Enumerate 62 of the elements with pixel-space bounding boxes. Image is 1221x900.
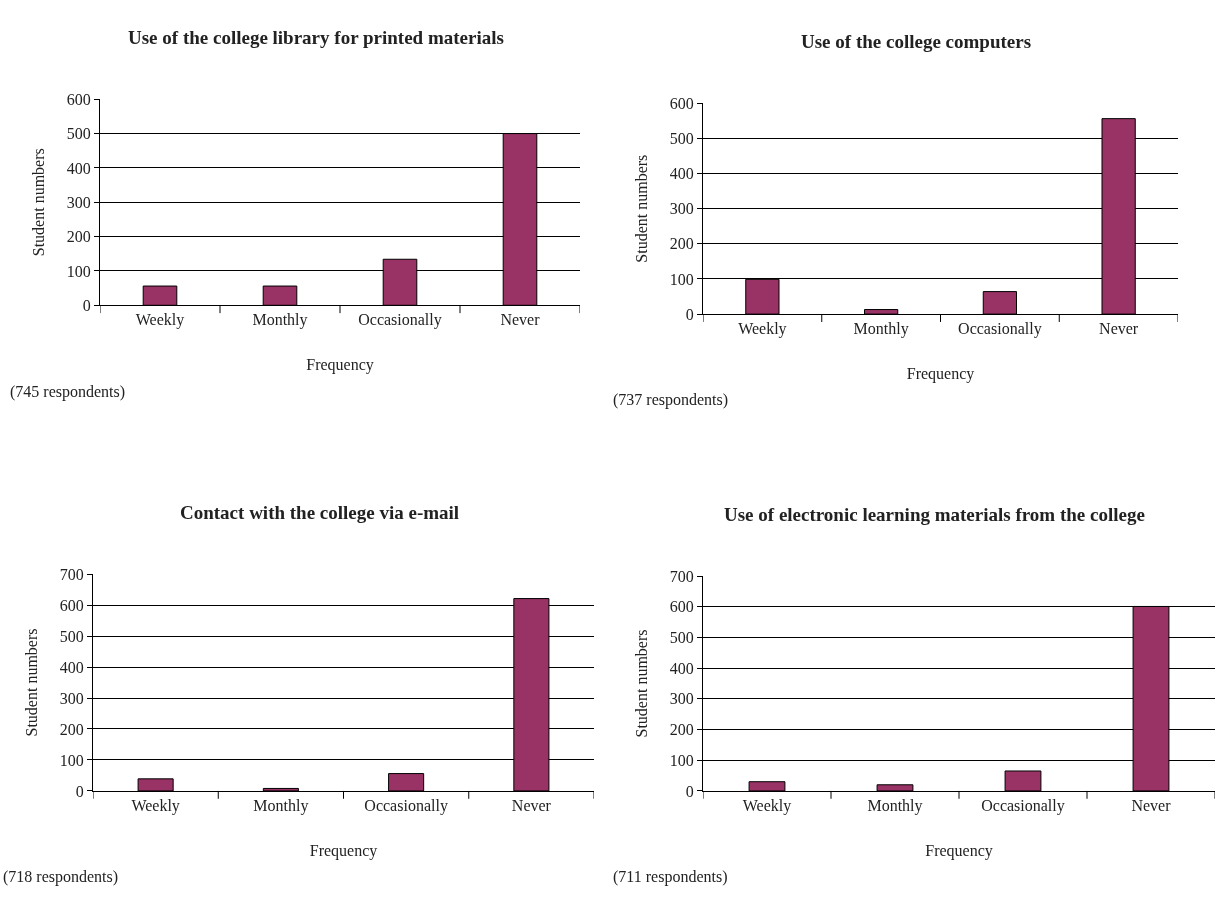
x-tick-label: Monthly xyxy=(853,320,909,339)
y-tick-label: 200 xyxy=(669,721,694,739)
x-tick-label: Monthly xyxy=(867,797,923,816)
y-tick-label: 300 xyxy=(669,200,694,218)
x-axis-title: Frequency xyxy=(309,841,378,860)
x-tick-label: Never xyxy=(500,311,541,329)
y-tick-label: 600 xyxy=(66,90,91,108)
x-tick-label: Never xyxy=(511,797,552,815)
y-tick-label: 700 xyxy=(59,565,84,583)
y-axis-title: Student numbers xyxy=(632,154,650,263)
y-tick-label: 300 xyxy=(59,689,84,707)
chart-title: Use of the college computers xyxy=(801,31,1032,52)
x-tick-label: Weekly xyxy=(131,797,180,816)
x-tick-label: Occasionally xyxy=(364,797,448,816)
y-tick-label: 600 xyxy=(59,596,84,614)
chart-title: Contact with the college via e-mail xyxy=(180,502,460,523)
y-tick-label: 200 xyxy=(59,720,84,738)
y-tick-label: 500 xyxy=(59,627,84,645)
y-axis-title: Student numbers xyxy=(22,628,40,737)
y-tick-label: 100 xyxy=(59,751,84,769)
y-tick-label: 400 xyxy=(66,159,91,177)
text: (711 respondents) xyxy=(613,868,728,886)
x-tick-label: Weekly xyxy=(742,797,792,816)
x-tick-label: Monthly xyxy=(252,311,308,330)
y-tick-label: 400 xyxy=(669,165,694,183)
y-tick-label: 700 xyxy=(669,567,694,585)
y-tick-label: 500 xyxy=(66,125,91,143)
y-tick-label: 100 xyxy=(669,751,694,769)
x-tick-label: Occasionally xyxy=(958,320,1042,339)
x-axis-title: Frequency xyxy=(925,841,993,860)
x-tick-label: Occasionally xyxy=(981,797,1065,816)
text: (745 respondents) xyxy=(10,383,126,401)
y-tick-label: 0 xyxy=(685,782,694,800)
x-axis-title: Frequency xyxy=(906,365,975,384)
x-tick-label: Monthly xyxy=(253,797,309,816)
text: (737 respondents) xyxy=(613,391,729,409)
y-axis-title: Student numbers xyxy=(29,148,47,257)
chart-title: Use of the college library for printed materials xyxy=(128,27,504,48)
x-tick-label: Weekly xyxy=(738,320,787,339)
y-tick-label: 200 xyxy=(669,235,694,253)
y-tick-label: 100 xyxy=(66,262,91,280)
x-tick-label: Never xyxy=(1099,320,1139,338)
y-tick-label: 0 xyxy=(75,782,84,800)
text: (718 respondents) xyxy=(3,868,119,886)
x-tick-label: Occasionally xyxy=(358,311,442,330)
y-tick-label: 400 xyxy=(669,659,694,677)
y-tick-label: 400 xyxy=(59,658,84,676)
y-tick-label: 600 xyxy=(669,598,694,616)
y-tick-label: 500 xyxy=(669,629,694,647)
y-tick-label: 200 xyxy=(66,228,91,246)
x-tick-label: Never xyxy=(1131,797,1172,815)
y-tick-label: 500 xyxy=(669,129,694,147)
y-tick-label: 100 xyxy=(669,270,694,288)
x-tick-label: Weekly xyxy=(135,311,185,330)
chart-title: Use of electronic learning materials from the college xyxy=(724,504,1145,525)
y-tick-label: 0 xyxy=(82,296,91,314)
y-tick-label: 300 xyxy=(669,690,694,708)
y-tick-label: 0 xyxy=(685,305,694,323)
y-axis-title: Student numbers xyxy=(632,629,650,738)
y-tick-label: 600 xyxy=(669,94,694,112)
y-tick-label: 300 xyxy=(66,193,91,211)
x-axis-title: Frequency xyxy=(306,356,374,375)
